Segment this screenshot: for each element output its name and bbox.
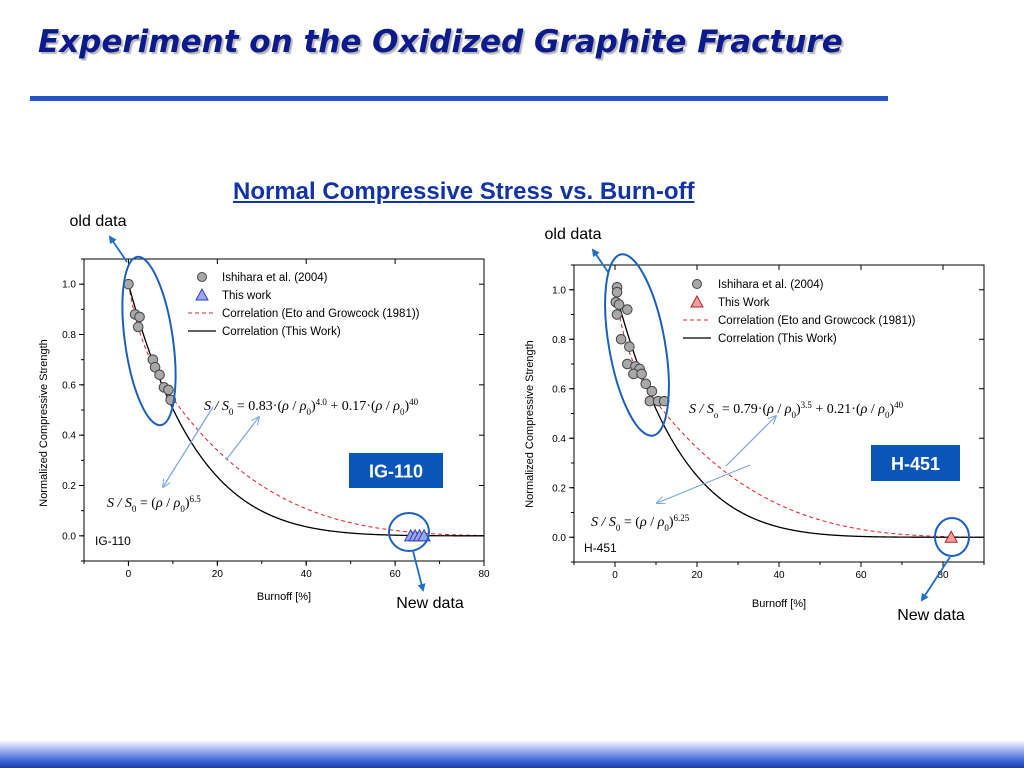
x-tick-label: 60 <box>855 570 867 581</box>
new-data-arrow <box>412 550 426 592</box>
ishihara-data-point <box>646 385 658 397</box>
correlation-equation: S / So = 0.79·(ρ / ρ0)3.5 + 0.21·(ρ / ρ0… <box>689 400 904 420</box>
ishihara-data-point <box>611 286 623 298</box>
y-tick-label: 1.0 <box>62 280 76 291</box>
old-data-ellipse <box>121 255 177 427</box>
this-work-curve <box>614 289 984 538</box>
legend-entry: Correlation (This Work) <box>222 326 341 338</box>
old-data-ellipse <box>604 253 670 437</box>
y-tick-label: 0.6 <box>552 384 566 395</box>
chart-subtitle: Normal Compressive Stress vs. Burn-off <box>233 178 695 205</box>
legend-entry: Ishihara et al. (2004) <box>718 279 824 291</box>
slide-title: Experiment on the Oxidized Graphite Frac… <box>38 24 843 60</box>
y-tick-label: 0.2 <box>552 483 566 494</box>
legend-marker-circle <box>197 272 207 282</box>
title-underline <box>30 96 888 101</box>
ishihara-data-point <box>611 309 623 320</box>
y-tick-label: 0.4 <box>552 434 566 445</box>
y-tick-label: 0.2 <box>62 481 76 492</box>
h451-chart: 0 20 40 60 80 0.0 0.2 0.4 0.6 0.8 1.0 Burnoff [%] No… <box>524 226 985 624</box>
y-tick-label: 0.0 <box>552 533 566 544</box>
new-data-label: New data <box>897 607 965 624</box>
x-tick-label: 0 <box>612 570 618 581</box>
legend-entry: Correlation (Eto and Growcock (1981)) <box>222 308 420 320</box>
y-axis-label: Normalized Compressive Strength <box>524 340 536 508</box>
legend-entry: Correlation (This Work) <box>718 333 837 345</box>
footer-gradient-bar <box>0 740 1024 768</box>
y-tick-label: 1.0 <box>552 285 566 296</box>
ishihara-data-point <box>132 321 144 333</box>
x-tick-label: 60 <box>390 569 402 580</box>
legend-entry: Correlation (Eto and Growcock (1981)) <box>718 315 916 327</box>
x-tick-label: 40 <box>773 570 785 581</box>
material-callout-label: H-451 <box>891 454 940 474</box>
x-axis-label: Burnoff [%] <box>257 591 311 603</box>
y-tick-label: 0.8 <box>62 330 76 341</box>
legend-marker-triangle <box>195 287 209 301</box>
legend-entry: Ishihara et al. (2004) <box>222 272 328 284</box>
new-data-ellipse <box>934 517 970 557</box>
new-data-arrow <box>920 556 951 602</box>
old-data-label: old data <box>70 213 127 230</box>
old-data-label: old data <box>545 226 602 243</box>
panel-material-label: IG-110 <box>95 534 131 548</box>
x-tick-label: 20 <box>691 570 703 581</box>
y-tick-label: 0.8 <box>552 335 566 346</box>
old-data-arrow <box>108 235 128 263</box>
correlation-equation: S / S0 = 0.83·(ρ / ρ0)4.0 + 0.17·(ρ / ρ0… <box>204 397 419 417</box>
y-axis-label: Normalized Compressive Strength <box>38 339 50 507</box>
equation-pointer-arrow <box>163 406 214 487</box>
x-axis-label: Burnoff [%] <box>752 598 806 610</box>
ishihara-data-point <box>624 341 635 352</box>
ishihara-data-point <box>613 299 625 310</box>
y-tick-label: 0.0 <box>62 531 76 542</box>
ishihara-data-point <box>163 384 174 396</box>
y-tick-label: 0.6 <box>62 380 76 391</box>
ishihara-data-point <box>154 369 165 381</box>
legend-entry: This work <box>222 290 271 302</box>
power-law-equation: S / S0 = (ρ / ρ0)6.25 <box>591 513 690 533</box>
ishihara-data-point <box>636 368 647 380</box>
legend-marker-circle <box>692 279 702 289</box>
ishihara-data-point <box>615 333 627 345</box>
x-tick-label: 80 <box>937 570 949 581</box>
ishihara-data-point <box>640 378 652 390</box>
new-data-label: New data <box>396 595 464 612</box>
charts-canvas: 0 20 40 60 80 0.0 0.2 0.4 0.6 0.8 1.0 Burnoff [%] No… <box>38 213 985 624</box>
x-tick-label: 80 <box>478 569 490 580</box>
ishihara-data-point <box>134 311 145 323</box>
new-data-ellipse <box>388 512 430 552</box>
panel-material-label: H-451 <box>584 541 617 555</box>
y-tick-label: 0.4 <box>62 431 76 442</box>
x-tick-label: 20 <box>212 569 224 580</box>
material-callout-box <box>871 445 960 481</box>
x-tick-label: 0 <box>126 569 132 580</box>
power-law-equation: S / S0 = (ρ / ρ0)6.5 <box>107 494 201 514</box>
material-callout-label: IG-110 <box>369 462 423 482</box>
this-work-data-point <box>944 530 959 543</box>
equation-pointer-arrow <box>657 464 751 503</box>
equation-pointer-arrow <box>725 416 776 467</box>
old-data-arrow <box>591 248 609 273</box>
ig110-chart: 0 20 40 60 80 0.0 0.2 0.4 0.6 0.8 1.0 Burnoff [%] No… <box>38 213 490 612</box>
material-callout-box <box>349 453 443 488</box>
legend-marker-triangle <box>690 294 704 308</box>
eto-growcock-curve <box>614 289 984 538</box>
x-tick-label: 40 <box>301 569 313 580</box>
legend-entry: This Work <box>718 297 770 309</box>
ishihara-data-point <box>622 304 633 315</box>
equation-pointer-arrow <box>225 417 259 461</box>
